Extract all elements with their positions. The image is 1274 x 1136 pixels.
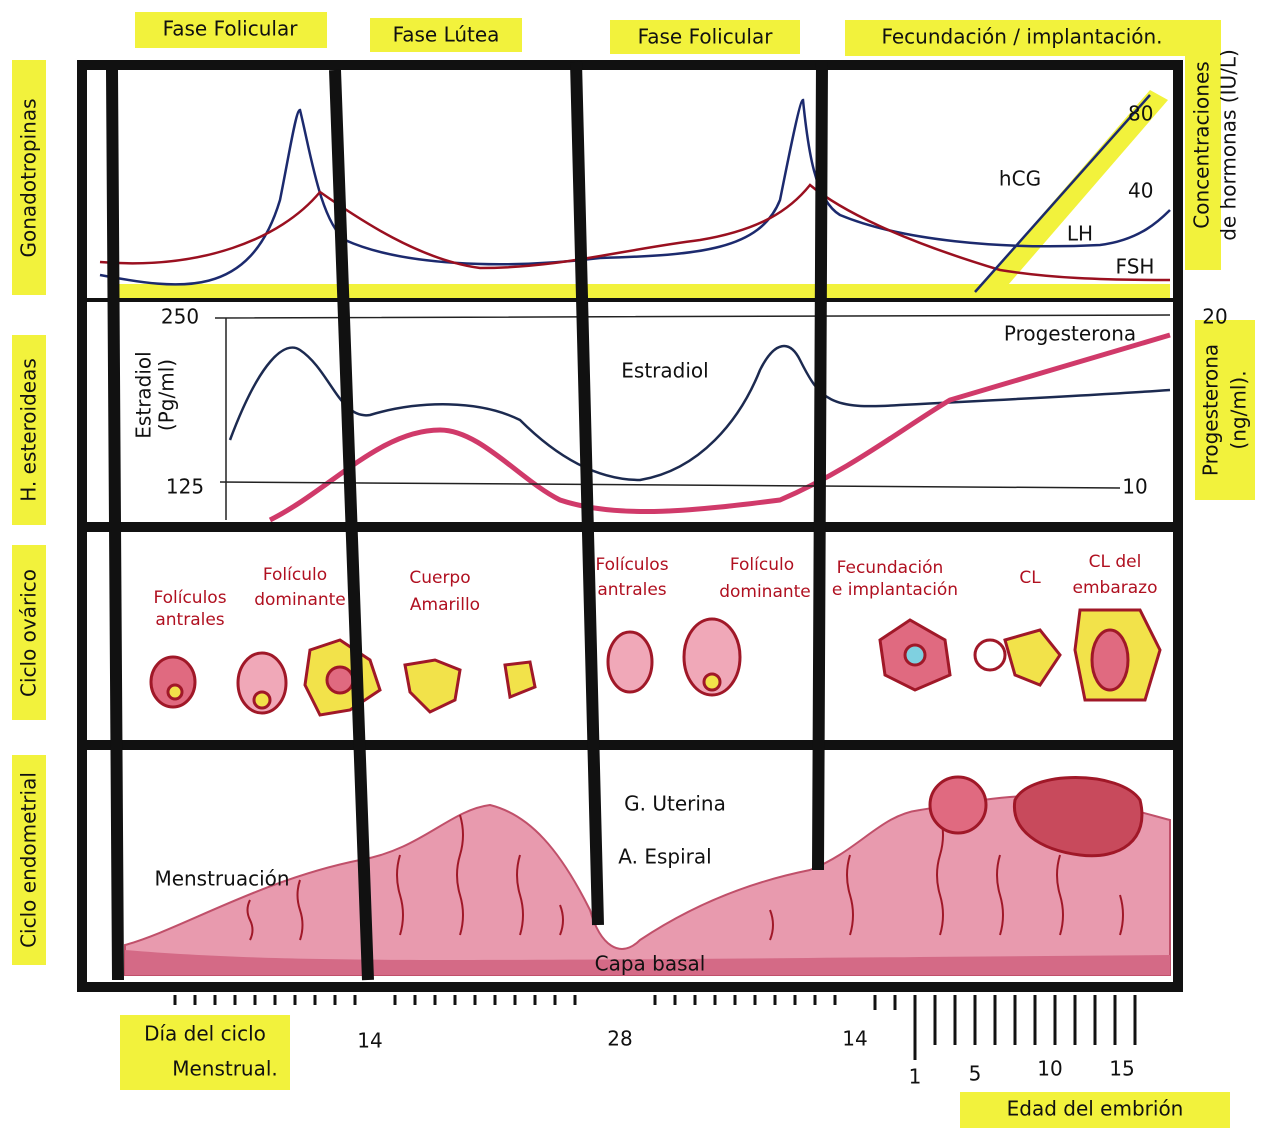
axis-label: (Pg/ml) (155, 359, 179, 431)
ovary-label: Cuerpo (409, 568, 470, 588)
phase: Fecundación / implantación. (881, 25, 1162, 49)
diagram: Fase Folicular Fase Lútea Fase Folicular… (0, 0, 1274, 1136)
ovary-label: Folículo (263, 565, 327, 585)
ovary-label: CL del (1089, 552, 1142, 572)
ovary-label: Folículo (730, 555, 794, 575)
right-label: Concentraciones (1190, 61, 1214, 228)
x-title: Menstrual. (172, 1057, 278, 1081)
phase: Fase Lútea (393, 23, 500, 47)
embryo-title: Edad del embrión (1007, 1097, 1184, 1121)
row-label: Gonadotropinas (17, 98, 41, 257)
label: FSH (1116, 255, 1155, 279)
label: LH (1067, 222, 1093, 246)
x-tick: 28 (607, 1027, 632, 1051)
ovary-label: embarazo (1073, 578, 1158, 598)
ovary-label: Folículos (153, 588, 226, 608)
ovary-label: antrales (155, 610, 224, 630)
ovary-label: dominante (719, 582, 811, 602)
phase: Fase Folicular (638, 25, 774, 49)
axis-label: Estradiol (132, 351, 156, 438)
x-tick: 14 (842, 1027, 867, 1051)
endo-label: Menstruación (154, 867, 289, 891)
curves (100, 95, 1170, 520)
embryo-tick: 10 (1037, 1057, 1062, 1081)
tick: 10 (1122, 475, 1147, 499)
ovary-label: antrales (597, 580, 666, 600)
row-label: Ciclo endometrial (17, 772, 41, 948)
right-label: (ng/ml). (1227, 370, 1251, 449)
tick: 80 (1128, 102, 1153, 126)
ovary-label: e implantación (832, 580, 958, 600)
ovary-label: Amarillo (410, 595, 480, 615)
endo-label: Capa basal (595, 952, 706, 976)
endo-label: A. Espiral (618, 845, 711, 869)
embryo-tick: 1 (909, 1065, 922, 1089)
x-tick: 14 (357, 1029, 382, 1053)
tick: 250 (161, 305, 199, 329)
ovary-label: dominante (254, 590, 346, 610)
embryo-tick: 15 (1109, 1057, 1134, 1081)
row-label: Ciclo ovárico (17, 569, 41, 697)
row-label: H. esteroideas (17, 358, 41, 502)
label: Progesterona (1004, 322, 1136, 346)
label: hCG (999, 167, 1041, 191)
x-title: Día del ciclo (144, 1022, 266, 1046)
ovary-label: Fecundación (837, 558, 944, 578)
right-label: Progesterona (1199, 344, 1223, 476)
tick: 125 (166, 475, 204, 499)
embryo-tick: 5 (969, 1062, 982, 1086)
embryo (930, 777, 986, 833)
label: Estradiol (621, 359, 708, 383)
tick: 20 (1202, 305, 1227, 329)
tick: 40 (1128, 179, 1153, 203)
follicles (151, 610, 1160, 715)
endo-label: G. Uterina (624, 792, 726, 816)
ovary-label: Folículos (595, 555, 668, 575)
right-label: de hormonas (IU/L) (1217, 49, 1241, 241)
ovary-label: CL (1019, 568, 1041, 588)
phase: Fase Folicular (163, 17, 299, 41)
